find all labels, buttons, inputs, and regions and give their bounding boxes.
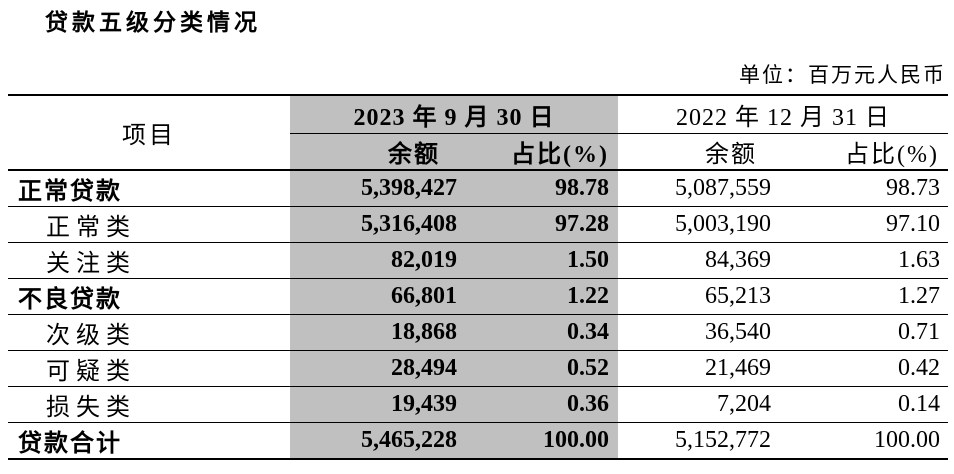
header-row-dates: 项目 2023 年 9 月 30 日 2022 年 12 月 31 日 [8,95,948,171]
cell-balance-2023: 5,398,427 [290,170,468,207]
cell-ratio-2023: 97.28 [468,206,618,243]
row-label: 关注类 [8,242,290,279]
table-row-total: 贷款合计 5,465,228 100.00 5,152,772 100.00 [8,422,948,460]
column-header-balance-2023: 余额 [290,133,468,171]
table-row-special-mention: 关注类 82,019 1.50 84,369 1.63 [8,242,948,279]
cell-ratio-2023: 0.52 [468,350,618,387]
row-label: 次级类 [8,314,290,351]
cell-balance-2022: 5,152,772 [618,422,785,460]
cell-balance-2023: 5,316,408 [290,206,468,243]
cell-balance-2023: 28,494 [290,350,468,387]
cell-ratio-2023: 1.50 [468,242,618,279]
table-row-doubtful: 可疑类 28,494 0.52 21,469 0.42 [8,350,948,387]
unit-label: 单位：百万元人民币 [739,63,946,87]
cell-balance-2022: 5,003,190 [618,206,785,243]
row-label: 损失类 [8,386,290,423]
row-label: 可疑类 [8,350,290,387]
cell-ratio-2022: 0.42 [785,350,948,387]
cell-ratio-2022: 0.14 [785,386,948,423]
cell-ratio-2022: 0.71 [785,314,948,351]
cell-ratio-2022: 97.10 [785,206,948,243]
cell-balance-2023: 82,019 [290,242,468,279]
table-row-loss: 损失类 19,439 0.36 7,204 0.14 [8,386,948,423]
row-label: 正常类 [8,206,290,243]
cell-ratio-2022: 1.27 [785,278,948,315]
cell-balance-2023: 5,465,228 [290,422,468,460]
column-header-balance-2022: 余额 [618,133,785,171]
table-row-substandard: 次级类 18,868 0.34 36,540 0.71 [8,314,948,351]
row-label: 贷款合计 [8,422,290,460]
cell-balance-2023: 18,868 [290,314,468,351]
cell-balance-2023: 19,439 [290,386,468,423]
table-header: 项目 2023 年 9 月 30 日 2022 年 12 月 31 日 余额 占… [8,95,948,171]
column-header-ratio-2023: 占比(%) [468,133,618,171]
table-body: 正常贷款 5,398,427 98.78 5,087,559 98.73 正常类… [8,170,948,460]
table-row-normal-loans: 正常贷款 5,398,427 98.78 5,087,559 98.73 [8,170,948,207]
row-label: 不良贷款 [8,278,290,315]
page-title: 贷款五级分类情况 [45,10,261,35]
cell-ratio-2023: 0.36 [468,386,618,423]
cell-ratio-2023: 0.34 [468,314,618,351]
cell-balance-2022: 5,087,559 [618,170,785,207]
header-row-subheaders: 余额 占比(%) 余额 占比(%) [8,133,948,171]
cell-balance-2022: 65,213 [618,278,785,315]
cell-balance-2022: 84,369 [618,242,785,279]
cell-ratio-2023: 1.22 [468,278,618,315]
table-row-npl: 不良贷款 66,801 1.22 65,213 1.27 [8,278,948,315]
cell-balance-2022: 7,204 [618,386,785,423]
cell-ratio-2022: 100.00 [785,422,948,460]
row-label: 正常贷款 [8,170,290,207]
column-group-2023: 2023 年 9 月 30 日 [290,95,618,134]
cell-ratio-2023: 98.78 [468,170,618,207]
cell-balance-2023: 66,801 [290,278,468,315]
cell-ratio-2022: 98.73 [785,170,948,207]
loan-classification-table: 项目 2023 年 9 月 30 日 2022 年 12 月 31 日 余额 占… [8,94,948,460]
document-page: 贷款五级分类情况 单位：百万元人民币 项目 2023 年 9 月 30 日 20… [0,10,954,474]
cell-balance-2022: 21,469 [618,350,785,387]
column-header-item: 项目 [8,95,290,171]
column-header-ratio-2022: 占比(%) [785,133,948,171]
column-group-2022: 2022 年 12 月 31 日 [618,95,948,134]
cell-ratio-2022: 1.63 [785,242,948,279]
cell-balance-2022: 36,540 [618,314,785,351]
table-row-pass: 正常类 5,316,408 97.28 5,003,190 97.10 [8,206,948,243]
cell-ratio-2023: 100.00 [468,422,618,460]
